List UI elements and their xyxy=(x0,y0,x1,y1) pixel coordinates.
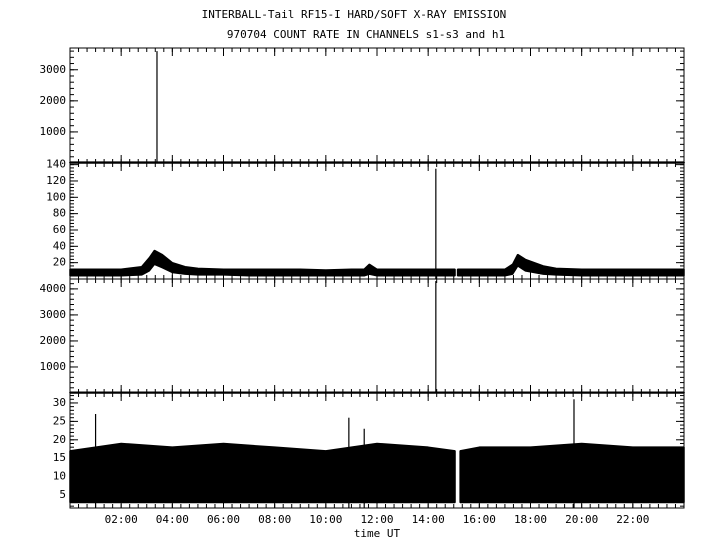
x-tick-label: 14:00 xyxy=(412,513,445,526)
y-tick-label: 3000 xyxy=(40,308,67,321)
y-tick-label: 30 xyxy=(53,396,66,409)
x-tick-label: 20:00 xyxy=(565,513,598,526)
y-tick-label: 3000 xyxy=(40,63,67,76)
y-tick-label: 2000 xyxy=(40,334,67,347)
y-tick-label: 80 xyxy=(53,207,66,220)
x-tick-label: 16:00 xyxy=(463,513,496,526)
y-tick-label: 2000 xyxy=(40,94,67,107)
y-tick-label: 1000 xyxy=(40,125,67,138)
chart-subtitle: 970704 COUNT RATE IN CHANNELS s1-s3 and … xyxy=(227,28,505,41)
panel-frame xyxy=(69,392,685,509)
y-tick-label: 5 xyxy=(59,488,66,501)
x-tick-label: 02:00 xyxy=(105,513,138,526)
x-tick-label: 06:00 xyxy=(207,513,240,526)
y-tick-label: 120 xyxy=(46,174,66,187)
chart-title: INTERBALL-Tail RF15-I HARD/SOFT X-RAY EM… xyxy=(202,8,507,21)
x-tick-label: 08:00 xyxy=(258,513,291,526)
y-tick-label: 40 xyxy=(53,239,66,252)
x-axis-label: time UT xyxy=(354,527,401,540)
y-tick-label: 1000 xyxy=(40,360,67,373)
y-tick-label: 4000 xyxy=(40,282,67,295)
x-tick-label: 04:00 xyxy=(156,513,189,526)
y-tick-label: 20 xyxy=(53,256,66,269)
x-tick-label: 22:00 xyxy=(616,513,649,526)
x-tick-label: 12:00 xyxy=(360,513,393,526)
signal-band xyxy=(69,442,456,504)
y-tick-label: 25 xyxy=(53,414,66,427)
y-tick-label: 140 xyxy=(46,158,66,171)
y-tick-label: 100 xyxy=(46,190,66,203)
y-tick-label: 15 xyxy=(53,451,66,464)
x-tick-label: 18:00 xyxy=(514,513,547,526)
y-tick-label: 60 xyxy=(53,223,66,236)
y-tick-label: 10 xyxy=(53,470,66,483)
x-tick-label: 10:00 xyxy=(309,513,342,526)
signal-band xyxy=(459,442,685,504)
signal-band xyxy=(69,249,456,277)
y-tick-label: 20 xyxy=(53,433,66,446)
